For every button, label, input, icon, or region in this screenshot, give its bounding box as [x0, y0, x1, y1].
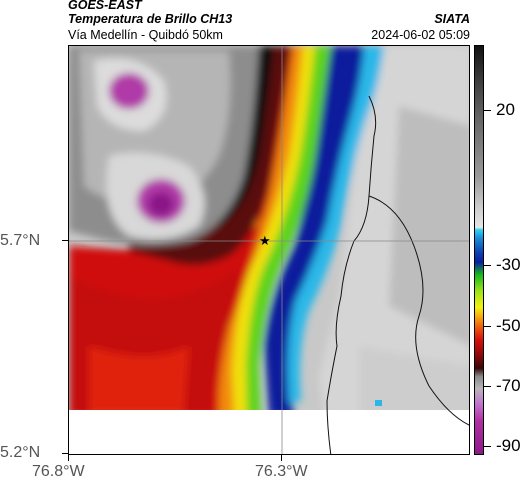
lon-tick [68, 455, 69, 461]
lon-label-76-3: 76.3°W [255, 463, 308, 480]
coastline [326, 95, 377, 454]
organization-label: SIATA [434, 12, 470, 26]
cold-pixel [375, 400, 382, 406]
route-subtitle: Vía Medellín - Quibdó 50km [68, 28, 223, 42]
colorbar-label-minus90: -90 [496, 436, 521, 455]
colorbar-tick [484, 326, 491, 327]
colorbar-tick [484, 110, 491, 111]
lat-tick [62, 240, 68, 241]
colorbar-label-minus30: -30 [496, 255, 521, 274]
timestamp-label: 2024-06-02 05:09 [371, 28, 470, 42]
border-line [368, 195, 469, 426]
lon-tick [281, 455, 282, 461]
colorbar-label-minus70: -70 [496, 376, 521, 395]
satellite-map: ★ [68, 45, 470, 455]
colorbar-tick [484, 386, 491, 387]
cold-core-north [109, 73, 149, 109]
colorbar-label-minus50: -50 [496, 316, 521, 335]
brightness-temperature-field: ★ [69, 46, 469, 454]
colorbar-label-20: 20 [496, 100, 515, 119]
lat-label-5-2: 5.2°N [0, 444, 41, 461]
lat-label-5-7: 5.7°N [0, 232, 41, 249]
colorbar-tick [484, 265, 491, 266]
lat-tick [62, 453, 68, 454]
product-title: Temperatura de Brillo CH13 [68, 12, 233, 26]
colorbar [474, 45, 484, 455]
city-marker: ★ [259, 234, 271, 249]
colorbar-tick [484, 446, 491, 447]
satellite-name: GOES-EAST [68, 0, 142, 12]
lon-label-76-8: 76.8°W [32, 463, 85, 480]
